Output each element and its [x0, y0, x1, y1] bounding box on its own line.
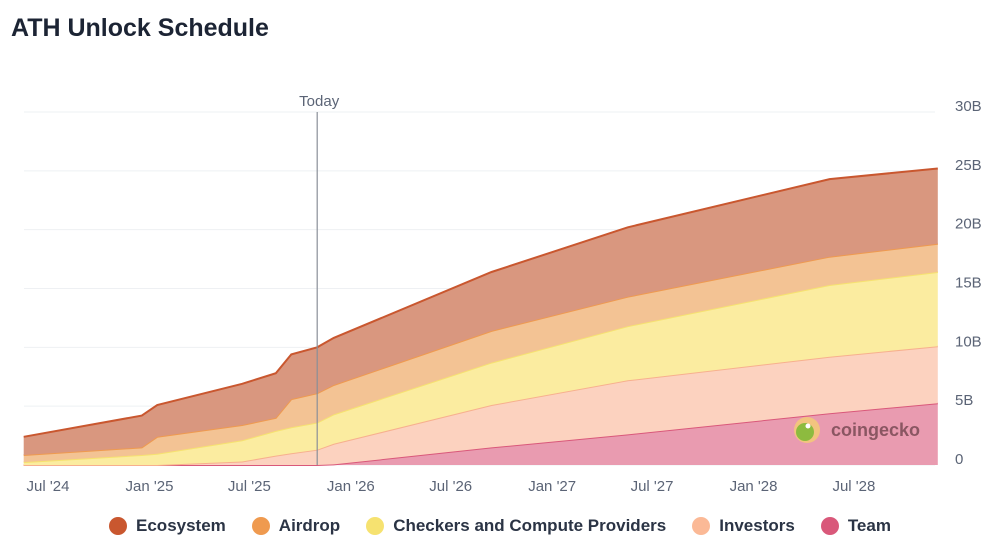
coingecko-watermark: coingecko	[831, 420, 920, 440]
chart-legend: Ecosystem Airdrop Checkers and Compute P…	[0, 516, 1000, 536]
line-ecosystem	[23, 167, 938, 438]
coingecko-logo-icon	[805, 423, 811, 429]
area-checkers-and-compute-providers	[23, 272, 938, 465]
legend-item-investors[interactable]: Investors	[692, 516, 795, 536]
y-tick-label: 0	[955, 451, 963, 468]
x-tick-label: Jul '28	[832, 478, 875, 495]
legend-swatch	[692, 517, 711, 535]
y-tick-label: 30B	[955, 98, 982, 115]
legend-swatch	[820, 517, 839, 535]
legend-item-airdrop[interactable]: Airdrop	[251, 516, 341, 536]
legend-label: Ecosystem	[136, 516, 226, 535]
coingecko-logo-icon	[796, 423, 814, 441]
area-airdrop	[23, 243, 938, 463]
legend-label: Airdrop	[278, 516, 341, 535]
legend-label: Investors	[719, 516, 795, 535]
y-tick-label: 10B	[955, 333, 982, 350]
x-tick-label: Jan '27	[528, 478, 576, 495]
y-tick-label: 20B	[955, 216, 982, 233]
x-tick-label: Jul '27	[631, 478, 674, 495]
line-checkers-and-compute-providers	[23, 271, 938, 464]
area-ecosystem	[23, 168, 938, 455]
legend-swatch	[366, 517, 385, 535]
legend-item-checkers[interactable]: Checkers and Compute Providers	[366, 516, 666, 536]
y-tick-label: 15B	[955, 275, 982, 292]
x-tick-label: Jul '25	[228, 478, 271, 495]
today-label: Today	[299, 93, 340, 110]
x-tick-label: Jan '25	[126, 478, 174, 495]
legend-item-ecosystem[interactable]: Ecosystem	[109, 516, 226, 536]
chart-title: ATH Unlock Schedule	[11, 14, 269, 42]
legend-label: Checkers and Compute Providers	[393, 516, 667, 535]
x-tick-label: Jul '24	[27, 478, 70, 495]
x-tick-label: Jan '28	[730, 478, 778, 495]
y-tick-label: 5B	[955, 392, 973, 409]
legend-item-team[interactable]: Team	[820, 516, 891, 536]
legend-label: Team	[847, 516, 891, 535]
legend-swatch	[251, 517, 270, 535]
area-investors	[23, 346, 938, 465]
legend-swatch	[109, 517, 128, 535]
area-team	[23, 403, 938, 465]
x-tick-label: Jan '26	[327, 478, 375, 495]
y-tick-label: 25B	[955, 157, 982, 174]
x-tick-label: Jul '26	[429, 478, 472, 495]
